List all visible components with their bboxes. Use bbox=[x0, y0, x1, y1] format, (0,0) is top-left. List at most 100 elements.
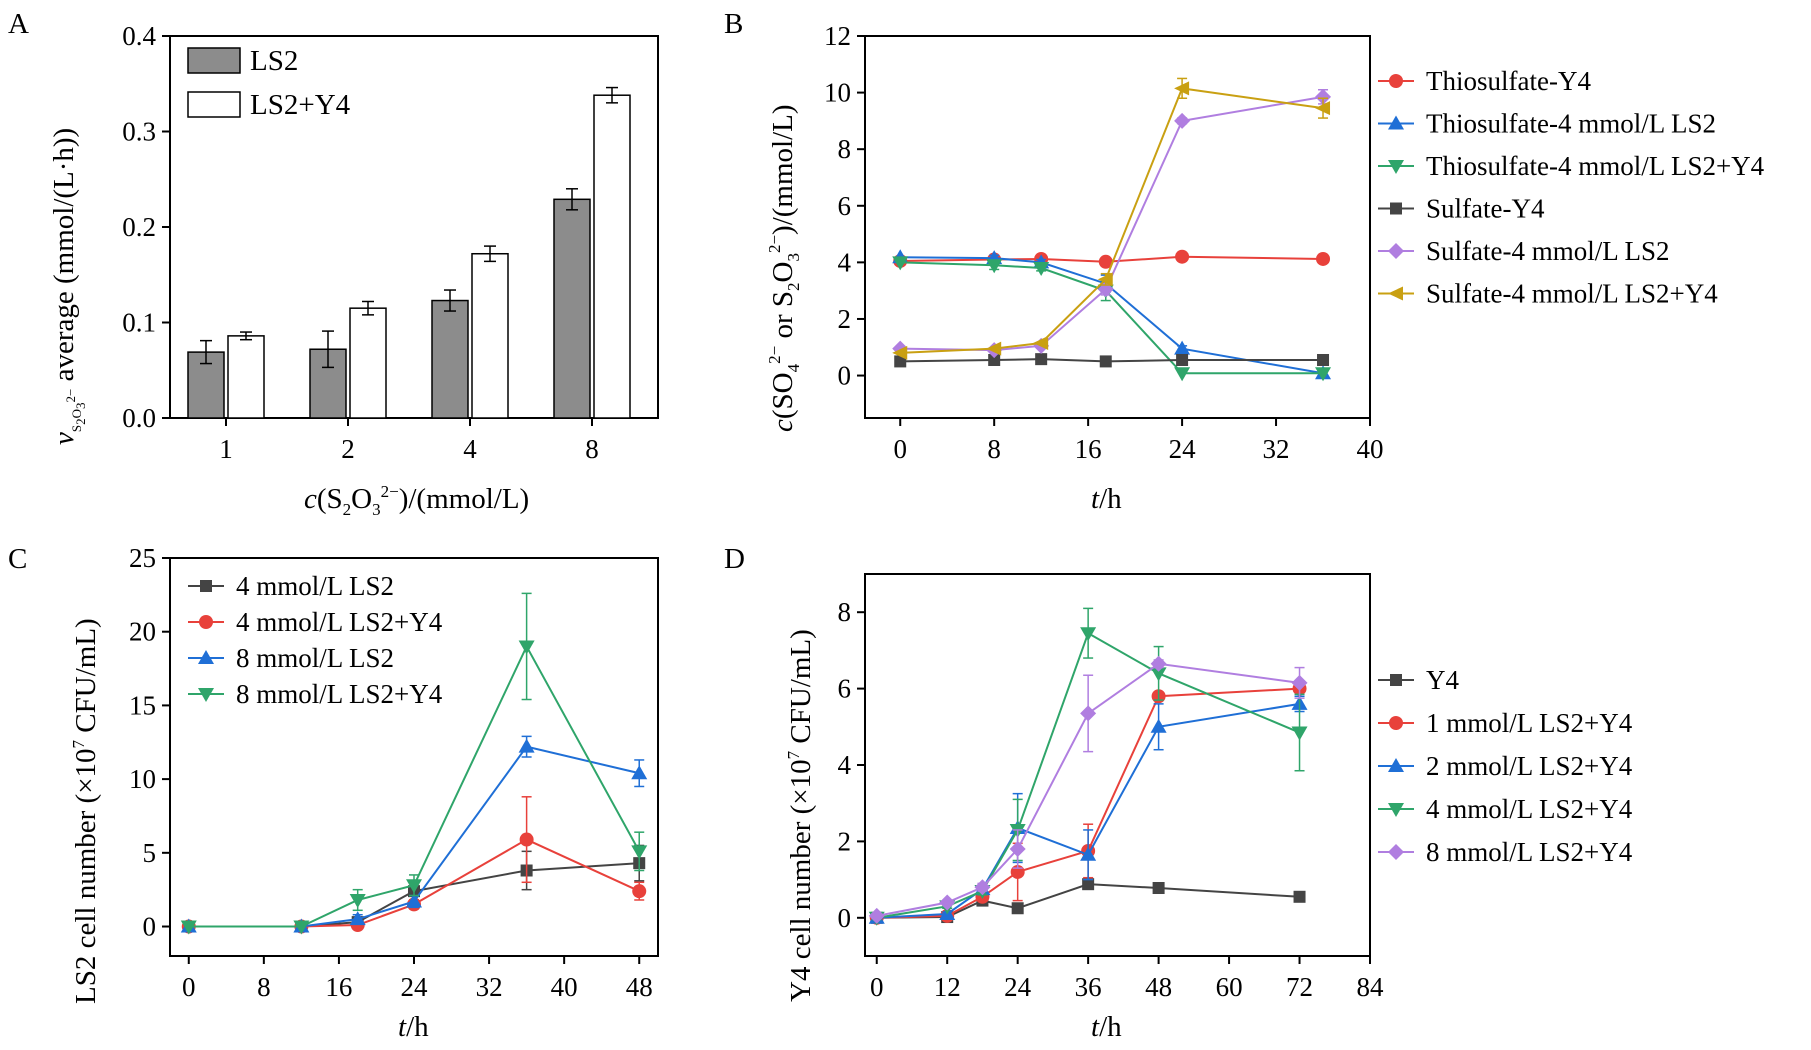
data-point bbox=[631, 765, 648, 780]
data-point bbox=[1033, 336, 1049, 351]
x-tick-label: 16 bbox=[325, 972, 352, 1002]
legend-marker bbox=[1389, 74, 1403, 88]
x-tick-label: 2 bbox=[341, 434, 355, 464]
xlabel-h: /h bbox=[1099, 483, 1122, 515]
data-point bbox=[1174, 81, 1190, 96]
data-point bbox=[988, 353, 1001, 366]
legend-marker bbox=[198, 688, 214, 702]
panel-a-bar-chart: 0.00.10.20.30.41 2 4 8 LS2 LS2+Y4 c(S2O32−)… bbox=[48, 21, 659, 519]
legend-label: Thiosulfate-4 mmol/L LS2 bbox=[1426, 109, 1716, 139]
data-point bbox=[1150, 718, 1167, 733]
legend-label: Thiosulfate-4 mmol/L LS2+Y4 bbox=[1426, 151, 1765, 181]
panel-c-legend: 4 mmol/L LS2 4 mmol/L LS2+Y4 8 mmol/L LS2 8… bbox=[188, 571, 443, 709]
ylabel-sub-charge: 2− bbox=[63, 389, 78, 403]
data-point bbox=[939, 894, 956, 911]
data-point bbox=[1291, 674, 1308, 691]
xlabel-c: c bbox=[304, 483, 317, 515]
x-tick-label: 36 bbox=[1075, 972, 1102, 1002]
x-tick-label: 48 bbox=[1145, 972, 1172, 1002]
legend-label: Sulfate-4 mmol/L LS2+Y4 bbox=[1426, 279, 1718, 309]
ylabel-sup: 7 bbox=[784, 750, 803, 759]
y-tick-label: 0 bbox=[838, 361, 852, 391]
panel-a-marks: 0.0 0.1 0.2 0.3 0.4 1 2 4 8 bbox=[122, 21, 631, 464]
ylabel-so: (SO bbox=[767, 372, 799, 419]
bar bbox=[309, 348, 347, 419]
ylabel-sub-s: S bbox=[69, 425, 84, 432]
y-tick-label: 10 bbox=[824, 78, 851, 108]
y-tick-label: 20 bbox=[129, 617, 156, 647]
ylabel-sub-2: 2 bbox=[73, 418, 88, 425]
data-point bbox=[1011, 902, 1024, 915]
x-tick-label: 8 bbox=[585, 434, 599, 464]
data-point bbox=[406, 893, 422, 908]
x-tick-label: 4 bbox=[463, 434, 477, 464]
y-tick-label: 8 bbox=[838, 597, 852, 627]
x-tick-label: 60 bbox=[1216, 972, 1243, 1002]
y-tick-label: 0.4 bbox=[122, 21, 156, 51]
panel-label-d: D bbox=[724, 543, 745, 575]
y-tick-label: 6 bbox=[838, 674, 852, 704]
data-point bbox=[1316, 251, 1331, 266]
legend-label: Sulfate-4 mmol/L LS2 bbox=[1426, 236, 1669, 266]
x-tick-label: 0 bbox=[870, 972, 884, 1002]
legend-marker bbox=[1388, 803, 1404, 817]
data-point bbox=[1097, 272, 1113, 287]
xlabel-o: O bbox=[351, 483, 372, 515]
y-tick-label: 0 bbox=[143, 912, 157, 942]
series-line bbox=[188, 644, 641, 928]
data-point bbox=[519, 832, 534, 847]
data-point bbox=[1315, 367, 1332, 382]
x-tick-label: 24 bbox=[1004, 972, 1032, 1002]
legend-label: Thiosulfate-Y4 bbox=[1426, 66, 1591, 96]
xlabel-sup: 2− bbox=[381, 482, 399, 501]
ylabel-c: c bbox=[767, 419, 799, 432]
data-point bbox=[1080, 846, 1097, 861]
ylabel-pre: LS2 cell number (×10 bbox=[70, 748, 102, 1004]
legend-label-ls2: LS2 bbox=[250, 45, 298, 77]
xlabel-sub2: 3 bbox=[372, 500, 381, 519]
legend-marker bbox=[1388, 844, 1404, 860]
data-point bbox=[349, 893, 366, 908]
data-point bbox=[1174, 112, 1191, 129]
xlabel-sub1: 2 bbox=[343, 500, 352, 519]
x-tick-label: 48 bbox=[626, 972, 653, 1002]
legend-swatch-ls2y4 bbox=[187, 91, 241, 118]
x-tick-label: 40 bbox=[551, 972, 578, 1002]
bar bbox=[471, 252, 509, 419]
data-point bbox=[1174, 367, 1191, 382]
series-line bbox=[900, 261, 1324, 375]
data-point bbox=[518, 640, 535, 655]
x-tick-label: 24 bbox=[1169, 434, 1197, 464]
x-tick-label: 84 bbox=[1357, 972, 1385, 1002]
xlabel-t: t bbox=[1091, 483, 1100, 515]
data-point bbox=[1315, 88, 1332, 105]
y-tick-label: 0 bbox=[838, 903, 852, 933]
series-line bbox=[900, 87, 1324, 354]
data-point bbox=[1098, 254, 1113, 269]
y-tick-label: 10 bbox=[129, 764, 156, 794]
legend-marker bbox=[1388, 286, 1403, 301]
ylabel-s4: 4 bbox=[784, 363, 803, 372]
xlabel-paren: (S bbox=[317, 483, 343, 515]
xlabel-h: /h bbox=[406, 1011, 429, 1043]
legend-marker bbox=[1388, 758, 1404, 772]
y-tick-label: 0.1 bbox=[122, 308, 156, 338]
y-tick-label: 0.3 bbox=[122, 117, 156, 147]
bar bbox=[227, 335, 265, 419]
xlabel-tail: )/(mmol/L) bbox=[399, 483, 529, 515]
ylabel-pre: Y4 cell number (×10 bbox=[785, 759, 817, 1002]
panel-b-y-axis-label: c(SO42− or S2O32−)/(mmol/L) bbox=[765, 104, 803, 432]
panel-a-legend: LS2 LS2+Y4 bbox=[187, 45, 351, 121]
x-tick-label: 40 bbox=[1357, 434, 1384, 464]
y-tick-label: 0.0 bbox=[122, 403, 156, 433]
data-point bbox=[406, 879, 422, 894]
bar bbox=[349, 307, 387, 419]
panel-c-marks: 0 5 10 15 20 25 0 8 16 24 32 40 48 bbox=[129, 543, 653, 1002]
legend-marker bbox=[1388, 243, 1404, 259]
data-point bbox=[518, 738, 535, 753]
data-point bbox=[349, 911, 366, 926]
